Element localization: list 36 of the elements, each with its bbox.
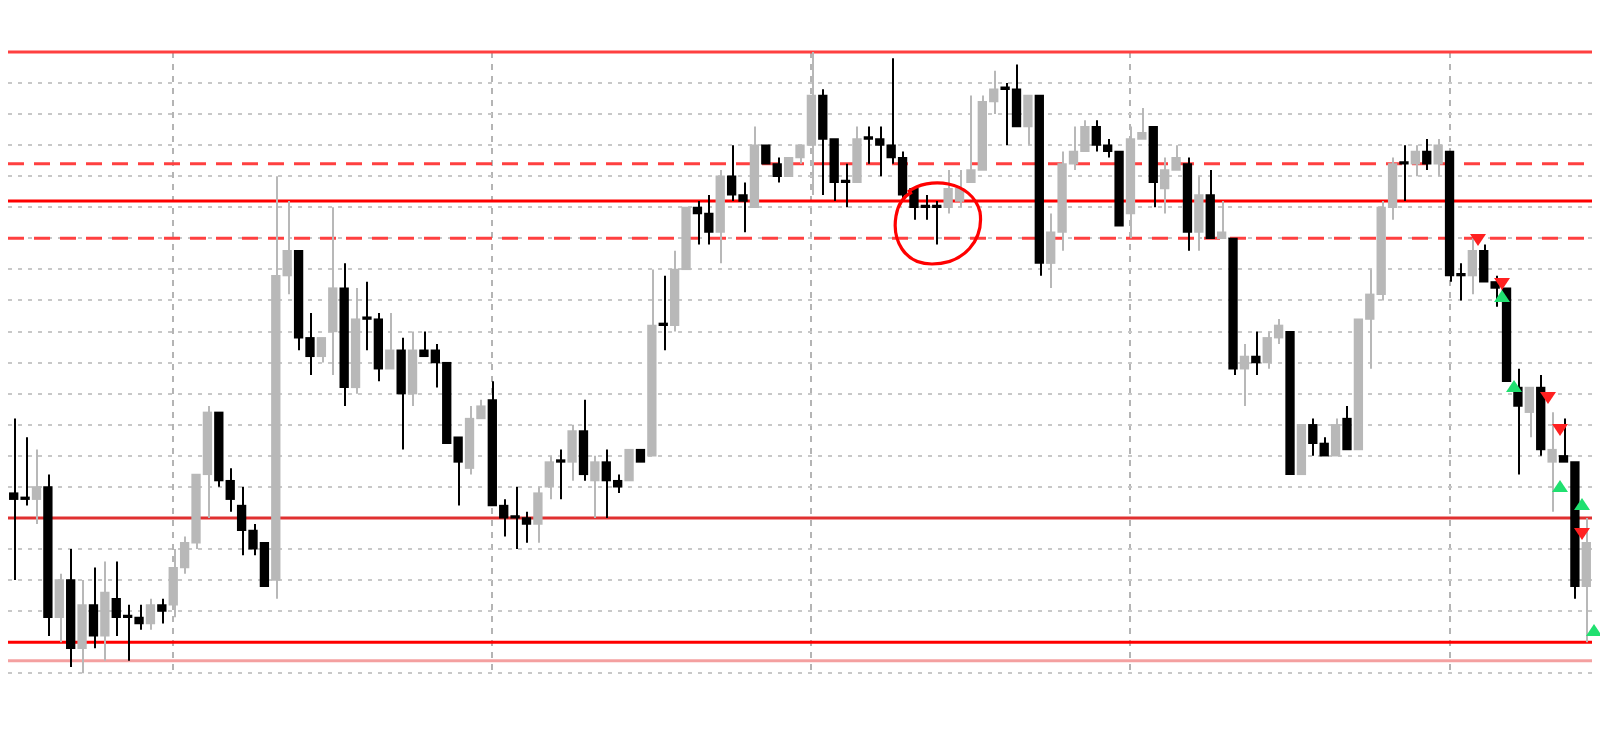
candlestick xyxy=(590,454,600,519)
candlestick xyxy=(100,560,110,662)
candlestick xyxy=(544,454,554,501)
candlestick xyxy=(328,206,338,377)
candlestick xyxy=(1399,144,1409,203)
candlestick xyxy=(1342,405,1352,451)
candlestick xyxy=(1581,516,1591,644)
candlestick xyxy=(1023,94,1033,147)
candlestick xyxy=(1433,137,1443,178)
candlestick xyxy=(624,448,634,482)
candlestick xyxy=(578,398,589,482)
candlestick xyxy=(396,336,406,451)
candlestick xyxy=(407,330,418,408)
candlestick xyxy=(157,597,167,625)
candlestick xyxy=(1239,342,1250,408)
candlestick xyxy=(77,579,87,675)
candlestick xyxy=(1251,330,1261,377)
candlestick xyxy=(852,125,862,184)
candlestick xyxy=(556,448,566,501)
candlestick xyxy=(54,572,64,644)
candlestick xyxy=(316,336,327,364)
candlestick xyxy=(145,597,156,631)
candlestick xyxy=(1330,417,1341,457)
candlestick xyxy=(1547,411,1557,513)
candlestick xyxy=(88,566,99,650)
candlestick xyxy=(1410,144,1421,178)
candlestick xyxy=(1205,169,1215,240)
candlestick xyxy=(1467,237,1478,296)
candlestick xyxy=(1422,137,1432,172)
candlestick xyxy=(1216,200,1227,240)
candlestick xyxy=(1524,386,1534,439)
candlestick xyxy=(31,448,42,526)
candlestick xyxy=(533,485,543,544)
candlestick xyxy=(385,311,395,370)
candlestick xyxy=(567,423,577,482)
candlestick xyxy=(1194,175,1204,252)
